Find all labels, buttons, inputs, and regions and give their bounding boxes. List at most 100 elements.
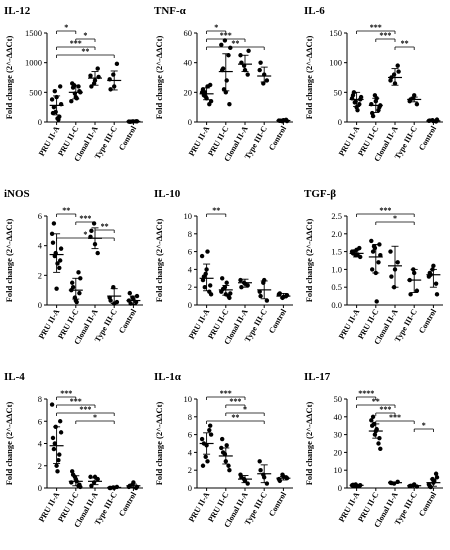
- data-point: [49, 97, 55, 102]
- significance-label: ***: [79, 405, 91, 414]
- significance-label: **: [231, 39, 239, 48]
- data-point: [388, 249, 393, 254]
- significance-label: ***: [220, 389, 232, 398]
- data-point: [57, 265, 62, 271]
- data-point: [208, 292, 214, 297]
- chart-title: IL-4: [4, 371, 25, 383]
- significance-label: *: [243, 405, 247, 414]
- data-point: [57, 452, 62, 457]
- y-tick-label: 0.5: [331, 282, 342, 292]
- data-point: [257, 67, 262, 73]
- y-tick-label: 8: [188, 412, 192, 422]
- data-point: [202, 285, 207, 290]
- data-point: [199, 436, 205, 442]
- y-tick-label: 500: [29, 87, 42, 97]
- data-point: [370, 249, 376, 254]
- data-point: [246, 48, 251, 53]
- data-point: [357, 102, 362, 107]
- y-tick-label: 1500: [25, 28, 42, 38]
- data-point: [369, 238, 374, 244]
- data-point: [227, 102, 232, 107]
- y-axis-label: Fold change (2^-ΔΔCt): [304, 402, 314, 486]
- data-point: [54, 463, 59, 468]
- data-point: [51, 446, 57, 452]
- data-point: [74, 299, 79, 305]
- y-tick-label: 0: [38, 117, 42, 127]
- data-point: [205, 249, 210, 254]
- significance-label: ***: [229, 397, 241, 406]
- chart-title: IL-6: [304, 5, 325, 17]
- data-point: [49, 402, 55, 407]
- x-tick-label: Control: [267, 490, 288, 518]
- data-point: [88, 73, 93, 78]
- data-point: [258, 468, 263, 473]
- data-point: [208, 283, 213, 288]
- data-point: [219, 42, 224, 48]
- data-point: [205, 459, 210, 464]
- y-tick-label: 20: [184, 87, 193, 97]
- data-point: [264, 481, 270, 486]
- data-point: [114, 61, 120, 67]
- data-point: [224, 280, 229, 285]
- y-axis-label: Fold change (2^-ΔΔCt): [4, 36, 14, 120]
- data-point: [433, 281, 439, 286]
- data-point: [434, 475, 440, 480]
- data-point: [264, 298, 270, 303]
- data-point: [220, 276, 225, 281]
- data-point: [51, 221, 57, 226]
- data-point: [370, 267, 375, 272]
- data-point: [258, 293, 263, 299]
- chart-panel: TGF-β Fold change (2^-ΔΔCt) 0.0 0.5 1.0 1.5 2.…: [304, 188, 443, 346]
- y-tick-label: 0: [338, 483, 342, 493]
- y-axis-label: Fold change (2^-ΔΔCt): [304, 219, 314, 303]
- data-point: [433, 471, 439, 476]
- y-tick-label: 6: [188, 430, 192, 440]
- data-point: [224, 78, 229, 83]
- chart-title: IL-17: [304, 371, 331, 383]
- data-point: [50, 240, 56, 245]
- data-point: [201, 274, 207, 279]
- data-point: [395, 63, 400, 68]
- significance-label: *: [422, 421, 426, 430]
- data-point: [108, 87, 113, 92]
- y-axis-label: Fold change (2^-ΔΔCt): [154, 36, 164, 120]
- y-axis-label: Fold change (2^-ΔΔCt): [154, 219, 164, 303]
- y-tick-label: 2: [38, 461, 42, 471]
- significance-label: ***: [379, 206, 391, 215]
- data-point: [257, 459, 262, 464]
- y-tick-label: 4: [188, 264, 193, 274]
- data-point: [51, 104, 57, 110]
- data-point: [77, 290, 82, 296]
- significance-label: *: [64, 23, 68, 32]
- data-point: [220, 286, 226, 292]
- data-point: [277, 478, 282, 484]
- data-point: [56, 117, 61, 122]
- data-point: [200, 277, 206, 283]
- y-tick-label: 0: [188, 117, 192, 127]
- y-tick-label: 0.0: [331, 300, 342, 310]
- y-tick-label: 4: [188, 447, 193, 457]
- significance-label: **: [81, 47, 89, 56]
- data-point: [74, 96, 79, 101]
- data-point: [220, 450, 226, 455]
- significance-label: *: [83, 230, 87, 239]
- y-tick-label: 2: [188, 282, 192, 292]
- significance-label: ***: [389, 413, 401, 422]
- data-point: [50, 435, 56, 441]
- y-axis-label: Fold change (2^-ΔΔCt): [4, 219, 14, 303]
- data-point: [238, 53, 243, 58]
- y-tick-label: 10: [334, 465, 343, 475]
- data-point: [127, 290, 132, 296]
- chart-title: IL-1α: [154, 371, 182, 383]
- data-point: [257, 289, 262, 294]
- data-point: [239, 475, 244, 480]
- significance-label: ***: [220, 31, 232, 40]
- data-point: [49, 231, 55, 236]
- significance-label: **: [372, 397, 380, 406]
- y-tick-label: 2.0: [331, 229, 342, 239]
